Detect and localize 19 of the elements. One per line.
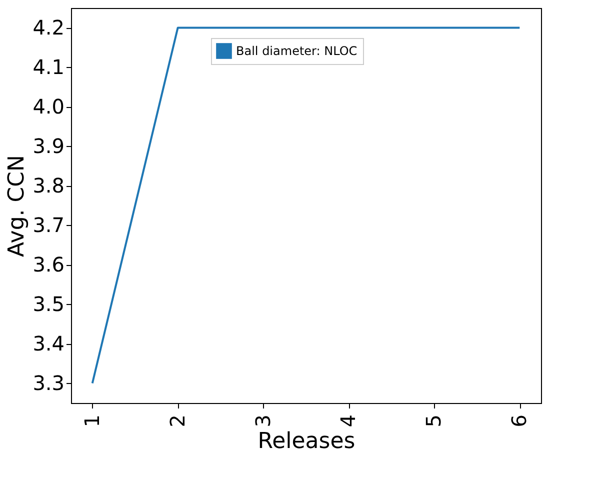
y-tick-label: 3.4 (32, 331, 64, 356)
x-tick-label: 6 (507, 414, 532, 428)
y-tick-label: 3.9 (32, 134, 64, 158)
y-tick-label: 3.5 (32, 292, 64, 316)
y-tick-label: 3.8 (32, 173, 64, 198)
y-tick-label: 4.1 (32, 54, 64, 79)
x-tick-label: 4 (336, 414, 360, 428)
legend-label: Ball diameter: NLOC (236, 44, 358, 58)
y-tick-label: 3.7 (32, 212, 64, 237)
y-tick-label: 3.6 (32, 252, 64, 276)
x-tick-label: 5 (422, 414, 446, 428)
x-tick-label: 3 (250, 414, 275, 428)
y-tick-label: 4.2 (32, 15, 64, 40)
y-axis-title: Avg. CCN (4, 155, 30, 257)
y-tick-label: 4.0 (32, 94, 64, 118)
x-axis-title: Releases (258, 429, 356, 454)
x-tick-label: 2 (165, 414, 190, 428)
x-tick-label: 1 (80, 414, 104, 428)
y-tick-label: 3.3 (32, 370, 64, 395)
